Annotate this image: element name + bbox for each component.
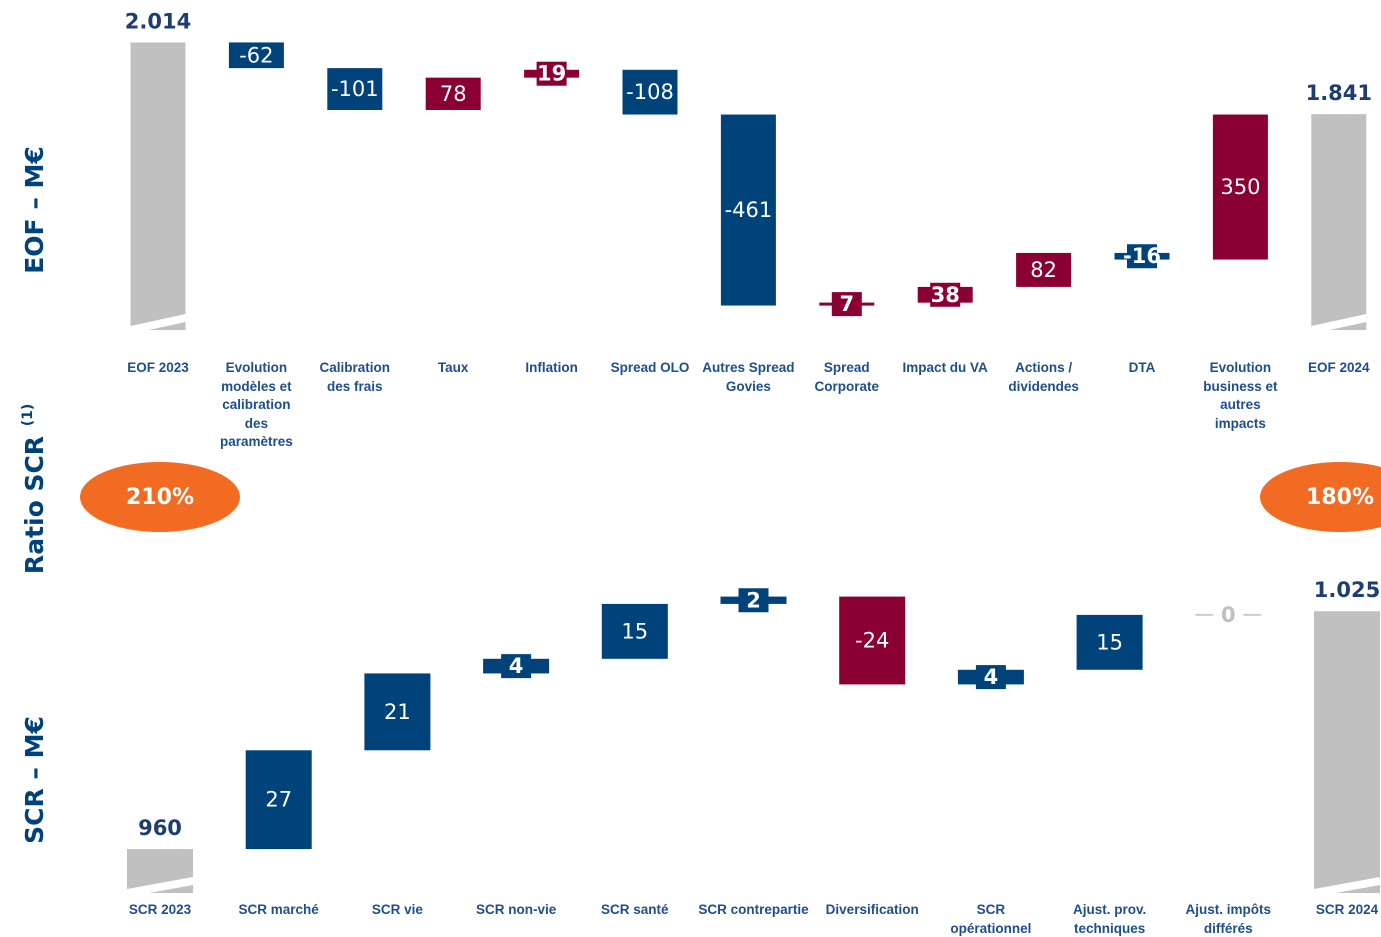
category-label: EOF 2024 bbox=[1308, 360, 1370, 375]
delta-bar bbox=[364, 673, 431, 751]
delta-label-box bbox=[738, 588, 769, 613]
delta-label: -108 bbox=[626, 80, 674, 104]
category-label: SCR non-vie bbox=[475, 902, 557, 917]
delta-bar bbox=[1076, 614, 1143, 670]
delta-bar bbox=[1016, 252, 1072, 287]
category-label: Diversification bbox=[825, 902, 919, 917]
ratio-bubble bbox=[1260, 462, 1381, 532]
category-label: Calibration des frais bbox=[319, 360, 391, 394]
category-label: SCR marché bbox=[238, 902, 319, 917]
delta-bar bbox=[425, 77, 481, 110]
delta-label-box bbox=[501, 654, 532, 679]
category-label: SCR santé bbox=[601, 902, 669, 917]
category-label: Impact du VA bbox=[902, 360, 988, 375]
category-label: Actions / dividendes bbox=[1008, 360, 1079, 394]
axis-break bbox=[127, 877, 193, 897]
total-bar bbox=[130, 42, 186, 330]
axis-break bbox=[130, 314, 186, 334]
delta-label: 27 bbox=[265, 788, 292, 812]
axis-break bbox=[1311, 314, 1367, 334]
category-label: SCR 2023 bbox=[128, 902, 192, 917]
delta-bar bbox=[327, 68, 383, 110]
category-label: Taux bbox=[437, 360, 469, 375]
delta-label: 7 bbox=[839, 292, 854, 316]
delta-label: 15 bbox=[621, 619, 648, 643]
category-label: SCR contrepartie bbox=[698, 902, 809, 917]
ratio-start: 210% bbox=[126, 485, 194, 510]
delta-bar bbox=[601, 603, 668, 659]
delta-bar bbox=[839, 596, 906, 685]
total-label: 2.014 bbox=[125, 9, 191, 33]
delta-label: -16 bbox=[1123, 244, 1161, 268]
category-label: EOF 2023 bbox=[127, 360, 189, 375]
ratio-bubble bbox=[80, 462, 240, 532]
category-label: Ajust. impôts différés bbox=[1185, 902, 1272, 936]
delta-label-box bbox=[975, 665, 1006, 690]
delta-label: 2 bbox=[746, 588, 761, 612]
category-label: DTA bbox=[1128, 360, 1156, 375]
delta-label: 4 bbox=[509, 654, 524, 678]
delta-label: -461 bbox=[725, 198, 773, 222]
delta-label: 4 bbox=[984, 665, 999, 689]
category-label: Evolution modèles et calibration des par… bbox=[219, 360, 293, 449]
delta-bar bbox=[622, 69, 678, 115]
delta-label: 21 bbox=[384, 700, 411, 724]
category-label: Spread OLO bbox=[610, 360, 690, 375]
delta-label: 82 bbox=[1030, 258, 1057, 282]
axis-break bbox=[1314, 877, 1380, 897]
delta-label: -24 bbox=[855, 629, 889, 653]
scr-axis-label: SCR – M€ bbox=[20, 716, 49, 844]
total-label: 1.025 bbox=[1314, 578, 1380, 602]
delta-label: -101 bbox=[331, 77, 379, 101]
delta-label: 38 bbox=[931, 283, 960, 307]
ratio-end: 180% bbox=[1306, 485, 1374, 510]
total-bar bbox=[1314, 611, 1380, 893]
delta-label: 350 bbox=[1220, 175, 1260, 199]
delta-label: 15 bbox=[1096, 630, 1123, 654]
category-label: SCR 2024 bbox=[1315, 902, 1379, 917]
category-label: Ajust. prov. techniques bbox=[1072, 902, 1147, 936]
delta-bar bbox=[228, 42, 284, 69]
delta-bar bbox=[1212, 114, 1268, 260]
delta-label-box bbox=[1127, 244, 1157, 269]
ratio-axis-label-group: Ratio SCR (1) bbox=[20, 404, 49, 574]
ratio-axis-label: Ratio SCR bbox=[20, 436, 49, 574]
category-label: SCR vie bbox=[371, 902, 423, 917]
category-label: Inflation bbox=[525, 360, 578, 375]
total-bar bbox=[1311, 114, 1367, 330]
category-label: Evolution business et autres impacts bbox=[1203, 360, 1278, 431]
delta-label: 78 bbox=[440, 82, 467, 106]
delta-label: -62 bbox=[239, 43, 273, 67]
delta-label-box bbox=[536, 61, 567, 86]
delta-label: 19 bbox=[537, 62, 566, 86]
delta-bar bbox=[245, 750, 312, 850]
eof-axis-label: EOF – M€ bbox=[20, 146, 49, 274]
delta-label-box bbox=[1213, 602, 1244, 627]
category-label: Autres Spread Govies bbox=[702, 360, 795, 394]
total-label: 1.841 bbox=[1306, 81, 1372, 105]
ratio-note: (1) bbox=[20, 404, 36, 427]
delta-label-box bbox=[930, 282, 961, 307]
delta-label-box bbox=[831, 292, 862, 317]
category-label: Spread Corporate bbox=[814, 360, 880, 394]
total-label: 960 bbox=[138, 816, 182, 840]
category-label: SCR opérationnel bbox=[950, 902, 1032, 936]
delta-bar bbox=[720, 114, 776, 306]
delta-label: 0 bbox=[1221, 603, 1236, 627]
